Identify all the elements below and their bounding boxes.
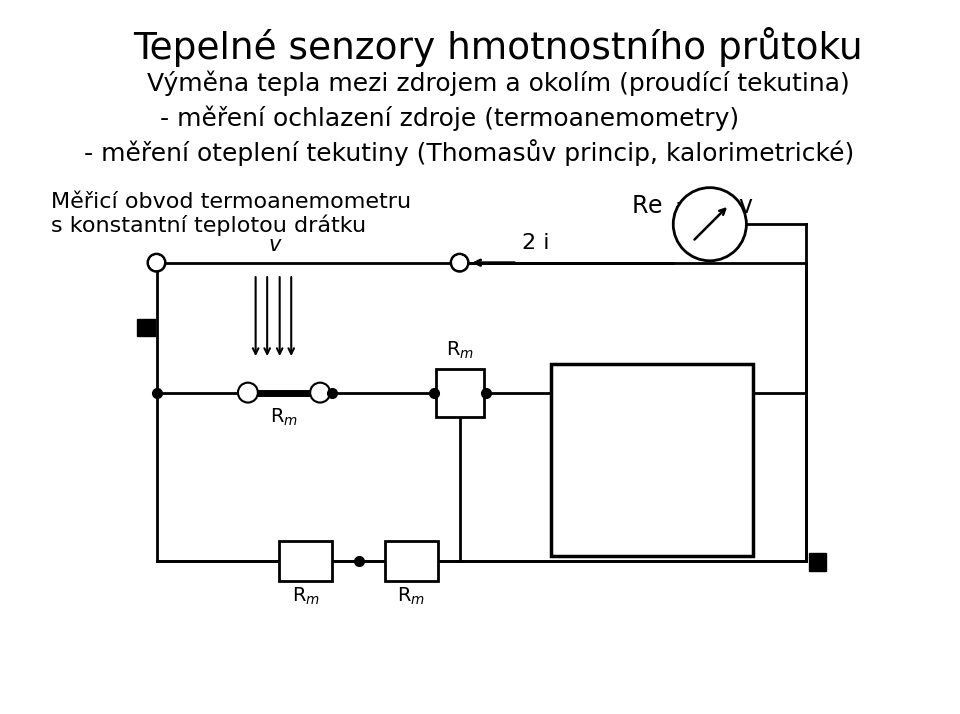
- Text: R$_m$: R$_m$: [397, 586, 425, 608]
- Text: Re $= k\rho\,$ v: Re $= k\rho\,$ v: [631, 193, 754, 221]
- Bar: [279, 540, 332, 581]
- Text: R$_m$: R$_m$: [292, 586, 320, 608]
- Text: - měření oteplení tekutiny (Thomasův princip, kalorimetrické): - měření oteplení tekutiny (Thomasův pri…: [84, 139, 854, 166]
- Text: R$_m$: R$_m$: [270, 407, 298, 428]
- Text: Výměna tepla mezi zdrojem a okolím (proudící tekutina): Výměna tepla mezi zdrojem a okolím (prou…: [147, 70, 850, 96]
- Text: R$_m$: R$_m$: [445, 340, 473, 361]
- Text: Měřicí obvod termoanemometru: Měřicí obvod termoanemometru: [51, 193, 411, 213]
- Text: U$_d$=0: U$_d$=0: [622, 462, 683, 486]
- Text: v: v: [269, 235, 281, 255]
- Circle shape: [150, 256, 163, 269]
- Text: s konstantní teplotou drátku: s konstantní teplotou drátku: [51, 215, 366, 236]
- Circle shape: [453, 256, 467, 269]
- Text: 2 i: 2 i: [522, 233, 550, 253]
- Bar: [385, 540, 438, 581]
- Text: regulátor: regulátor: [601, 436, 703, 457]
- Circle shape: [673, 188, 746, 261]
- Bar: [551, 363, 753, 556]
- Bar: [436, 368, 484, 417]
- Circle shape: [312, 384, 328, 401]
- Bar: [137, 319, 155, 336]
- Bar: [809, 553, 827, 570]
- Text: Tepelné senzory hmotnostního průtoku: Tepelné senzory hmotnostního průtoku: [133, 27, 863, 67]
- Text: - měření ochlazení zdroje (termoanemometry): - měření ochlazení zdroje (termoanemomet…: [160, 106, 739, 131]
- Circle shape: [240, 384, 256, 401]
